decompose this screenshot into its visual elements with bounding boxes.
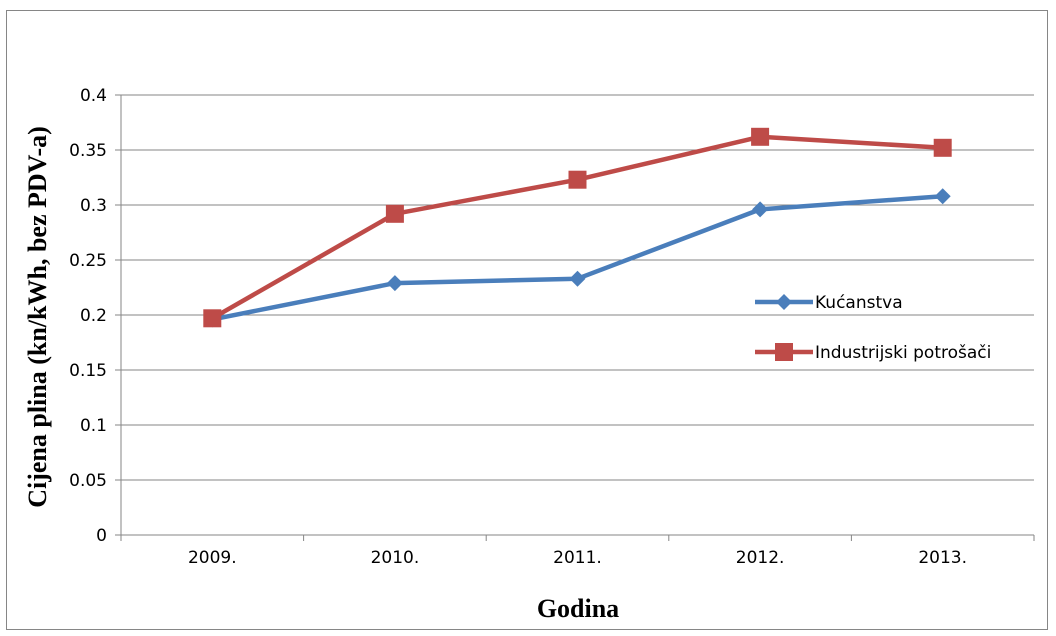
y-tick-label: 0.25 xyxy=(69,251,107,271)
y-tick-labels: 0 0.05 0.1 0.15 0.2 0.25 0.3 0.35 0.4 xyxy=(69,86,107,546)
y-tick-label: 0 xyxy=(96,526,107,546)
y-tick-label: 0.2 xyxy=(80,306,107,326)
x-tick-label: 2013. xyxy=(918,548,967,568)
x-axis-title: Godina xyxy=(537,594,619,623)
data-point xyxy=(569,270,586,287)
x-tick-label: 2010. xyxy=(371,548,420,568)
series-line xyxy=(211,134,943,321)
legend-entry: Industrijski potrošači xyxy=(755,343,991,363)
y-tick-label: 0.3 xyxy=(80,196,107,216)
x-tick-label: 2012. xyxy=(736,548,785,568)
data-point xyxy=(933,138,952,157)
gridlines xyxy=(115,94,1035,541)
y-axis-title: Cijena plina (kn/kWh, bez PDV-a) xyxy=(23,126,52,508)
data-point xyxy=(386,275,403,292)
data-point xyxy=(752,201,769,218)
legend: Kućanstva Industrijski potrošači xyxy=(755,293,991,363)
data-point xyxy=(568,170,587,189)
series-2 xyxy=(203,127,952,328)
y-tick-label: 0.4 xyxy=(80,86,107,106)
axes xyxy=(120,95,1034,536)
legend-label: Industrijski potrošači xyxy=(815,343,991,363)
data-point xyxy=(203,309,222,328)
y-tick-label: 0.15 xyxy=(69,361,107,381)
legend-entry: Kućanstva xyxy=(755,293,903,313)
legend-marker xyxy=(775,343,793,361)
y-tick-label: 0.05 xyxy=(69,471,107,491)
data-point xyxy=(934,188,951,205)
y-tick-label: 0.35 xyxy=(69,141,107,161)
x-tick-label: 2011. xyxy=(553,548,602,568)
series xyxy=(203,127,952,328)
data-point xyxy=(385,204,404,223)
data-point xyxy=(751,127,770,146)
legend-label: Kućanstva xyxy=(815,293,903,313)
x-tick-label: 2009. xyxy=(188,548,237,568)
legend-marker xyxy=(776,294,792,310)
chart-frame xyxy=(6,10,1048,630)
x-tick-labels: 2009. 2010. 2011. 2012. 2013. xyxy=(188,548,967,568)
y-tick-label: 0.1 xyxy=(80,416,107,436)
